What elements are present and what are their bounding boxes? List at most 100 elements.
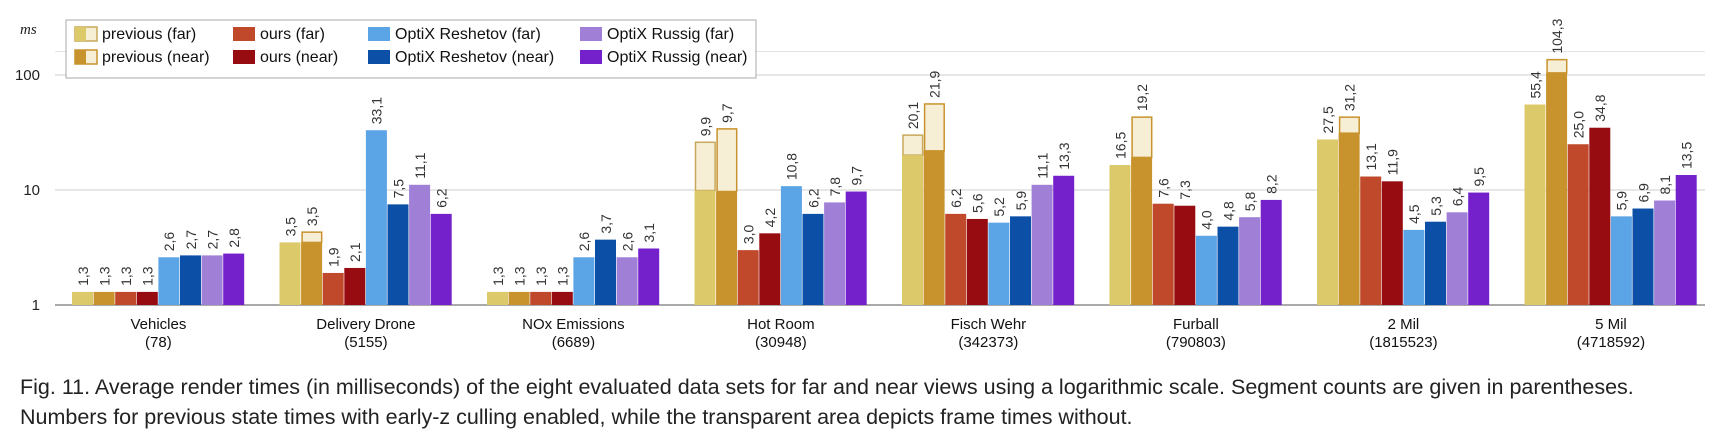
y-tick-label: 1 (32, 297, 40, 314)
bar (1468, 192, 1490, 305)
legend-label: previous (far) (102, 26, 196, 43)
bar (694, 190, 716, 305)
bar-value-label: 11,1 (1034, 152, 1050, 178)
bar (279, 242, 301, 305)
bar (1446, 212, 1468, 305)
x-category-count: (78) (145, 334, 172, 351)
bar (1053, 175, 1075, 305)
bar (573, 257, 595, 305)
bar-value-label: 13,1 (1363, 143, 1379, 170)
legend-label: ours (far) (260, 26, 325, 43)
bar-value-label: 9,9 (697, 117, 713, 137)
bar (737, 250, 759, 305)
bar-value-label: 7,6 (1156, 178, 1172, 198)
bar (1239, 217, 1261, 305)
bar (923, 150, 945, 305)
legend-swatch (368, 27, 390, 41)
bar-value-label: 8,2 (1264, 174, 1280, 194)
bar-value-label: 3,5 (304, 206, 320, 226)
bar-value-label: 2,8 (226, 228, 242, 248)
bar-nocull-area (694, 141, 716, 192)
bar (430, 213, 452, 305)
legend-label: OptiX Russig (near) (607, 49, 748, 66)
bar (616, 257, 638, 305)
bar-nocull-area (301, 231, 323, 244)
bar-value-label: 13,3 (1056, 142, 1072, 169)
bar (487, 291, 508, 305)
legend-label: OptiX Reshetov (near) (395, 49, 554, 66)
bar-value-label: 3,5 (282, 217, 298, 237)
bar-value-label: 10,8 (784, 153, 800, 180)
bar-value-label: 9,7 (849, 166, 865, 186)
bar-value-label: 55,4 (1527, 71, 1543, 98)
bar (322, 272, 344, 305)
bar-value-label: 104,3 (1549, 18, 1565, 53)
bar-value-label: 2,6 (161, 232, 177, 252)
bar (595, 239, 616, 305)
bar-value-label: 5,3 (1428, 196, 1444, 216)
bar-value-label: 4,8 (1220, 201, 1236, 221)
bar (988, 222, 1010, 305)
bar (136, 291, 158, 305)
bar-value-label: 11,1 (412, 152, 428, 178)
bar (158, 257, 180, 305)
bar (301, 242, 323, 305)
bar-nocull-area (1338, 116, 1360, 134)
bar (551, 291, 573, 305)
x-category-count: (6689) (552, 334, 595, 351)
bar (1195, 235, 1217, 305)
x-category-label: Delivery Drone (316, 316, 415, 333)
bar-nocull-area (923, 103, 945, 152)
bar (201, 255, 223, 305)
bar (344, 267, 366, 305)
bar (638, 248, 660, 305)
bar-value-label: 2,7 (183, 230, 199, 250)
legend-swatch (580, 27, 602, 41)
bar (716, 191, 738, 305)
bar (409, 184, 431, 305)
y-tick-label: 10 (23, 182, 40, 199)
bar-value-label: 19,2 (1134, 84, 1150, 111)
bar-value-label: 1,9 (326, 247, 342, 267)
x-category-label: Vehicles (130, 316, 186, 333)
bar (845, 191, 867, 305)
bar-value-label: 1,3 (533, 266, 549, 286)
legend-swatch (233, 27, 255, 41)
bar (387, 204, 409, 305)
bar-value-label: 9,5 (1471, 167, 1487, 187)
bar-value-label: 2,6 (619, 232, 635, 252)
bar (1403, 229, 1425, 305)
bar (1031, 184, 1053, 305)
legend-swatch (368, 50, 390, 64)
bar (508, 291, 530, 305)
x-category-count: (4718592) (1577, 334, 1645, 351)
bar (1217, 226, 1239, 305)
figure-caption: Fig. 11. Average render times (in millis… (20, 375, 1634, 429)
bar (93, 291, 115, 305)
bar-value-label: 3,0 (741, 224, 757, 244)
bar (1260, 199, 1282, 305)
render-times-chart: 1 10 100 ms 1,3 1,3 1,3 1,3 2,6 2,7 2,7 2,8 Vehicles… (15, 18, 1705, 351)
bar-value-label: 31,2 (1341, 84, 1357, 111)
bar (780, 186, 802, 305)
bar (966, 218, 988, 305)
bar (1675, 175, 1697, 305)
bar-nocull-area (716, 128, 738, 193)
bar-value-label: 2,6 (576, 232, 592, 252)
bar-value-label: 25,0 (1571, 111, 1587, 138)
y-tick-label: 100 (15, 67, 40, 84)
bar (115, 291, 137, 305)
bar (1425, 221, 1446, 305)
bar (945, 213, 967, 305)
bar-value-label: 5,2 (991, 197, 1007, 217)
bar-value-label: 5,8 (1242, 192, 1258, 212)
bar (72, 291, 93, 305)
x-category-label: 2 Mil (1388, 316, 1420, 333)
legend-swatch (580, 50, 602, 64)
bar-value-label: 33,1 (369, 97, 385, 124)
bar-value-label: 6,2 (805, 188, 821, 208)
bar (1131, 157, 1153, 305)
x-category-count: (342373) (958, 334, 1018, 351)
bar-nocull-area (1131, 116, 1153, 159)
bar-value-label: 1,3 (140, 266, 156, 286)
